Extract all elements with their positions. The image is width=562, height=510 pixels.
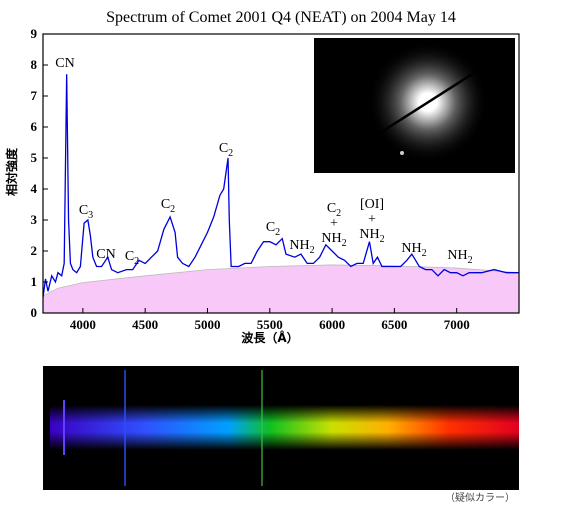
x-tick-label: 5500 — [257, 317, 283, 332]
annotation: + — [330, 216, 338, 231]
x-tick-label: 6500 — [381, 317, 407, 332]
annotation-text: CN — [96, 247, 115, 262]
annotation-text: NH — [447, 248, 467, 263]
y-tick-label: 4 — [31, 181, 38, 196]
annotation-subscript: 2 — [228, 148, 233, 159]
y-tick-label: 6 — [31, 119, 38, 134]
annotation: NH2 — [359, 227, 384, 245]
y-tick-label: 9 — [31, 26, 38, 41]
y-tick-label: 3 — [31, 212, 38, 227]
y-tick-label: 5 — [31, 150, 38, 165]
annotation-subscript: 3 — [88, 210, 93, 221]
x-tick-label: 6000 — [319, 317, 345, 332]
slit-line — [324, 48, 511, 170]
annotation-subscript: 2 — [336, 208, 341, 219]
annotation-text: C — [219, 141, 228, 156]
annotation: CN — [55, 56, 74, 71]
annotation-subscript: 2 — [134, 256, 139, 267]
y-tick-label: 8 — [31, 57, 38, 72]
star — [400, 151, 404, 155]
annotation: C2 — [219, 141, 233, 159]
annotation-subscript: 2 — [342, 238, 347, 249]
caption: （疑似カラー） — [445, 492, 515, 504]
annotation: C2 — [125, 249, 139, 267]
annotation-text: NH — [289, 238, 309, 253]
annotation-subscript: 2 — [170, 204, 175, 215]
annotation-text: NH — [321, 231, 341, 246]
spectrum-fade — [50, 405, 519, 450]
annotation-text: [OI] — [360, 197, 384, 212]
annotation-text: + — [368, 212, 376, 227]
y-axis-label: 相対強度 — [4, 147, 19, 196]
annotation: C2 — [161, 197, 175, 215]
annotation: C2 — [327, 201, 341, 219]
annotation-subscript: 2 — [380, 234, 385, 245]
annotation: NH2 — [321, 231, 346, 249]
annotation-subscript: 2 — [468, 255, 473, 266]
y-tick-label: 1 — [31, 274, 38, 289]
y-tick-label: 2 — [31, 243, 38, 258]
x-axis-label: 波長（Å） — [241, 330, 298, 345]
y-tick-label: 7 — [31, 88, 38, 103]
continuum-area — [43, 264, 519, 313]
annotation-text: + — [330, 216, 338, 231]
annotation: [OI] — [360, 197, 384, 212]
annotation: CN — [96, 247, 115, 262]
annotation-text: C — [125, 249, 134, 264]
annotation-text: C — [266, 220, 275, 235]
chart-title: Spectrum of Comet 2001 Q4 (NEAT) on 2004… — [106, 9, 456, 26]
annotation: NH2 — [401, 241, 426, 259]
x-tick-label: 7000 — [444, 317, 470, 332]
annotation-text: NH — [401, 241, 421, 256]
x-tick-label: 5000 — [194, 317, 220, 332]
annotation-text: C — [79, 203, 88, 218]
annotation-subscript: 2 — [275, 227, 280, 238]
annotation-text: C — [327, 201, 336, 216]
annotation: C2 — [266, 220, 280, 238]
annotation-text: CN — [55, 56, 74, 71]
annotation: + — [368, 212, 376, 227]
annotation-text: NH — [359, 227, 379, 242]
annotation: NH2 — [447, 248, 472, 266]
annotation-subscript: 2 — [422, 248, 427, 259]
spectrum-line — [43, 74, 519, 298]
annotation: C3 — [79, 203, 93, 221]
x-tick-label: 4500 — [132, 317, 158, 332]
annotation-subscript: 2 — [310, 245, 315, 256]
x-tick-label: 4000 — [70, 317, 96, 332]
annotation: NH2 — [289, 238, 314, 256]
y-tick-label: 0 — [31, 305, 38, 320]
annotation-text: C — [161, 197, 170, 212]
plot-frame — [42, 33, 520, 314]
